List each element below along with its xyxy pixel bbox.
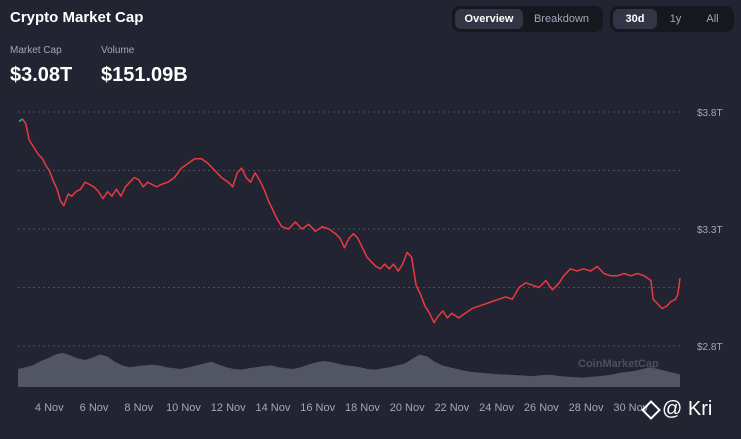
diamond-icon	[641, 399, 661, 420]
x-tick-label: 18 Nov	[345, 402, 380, 414]
series-line	[21, 118, 681, 324]
page-title: Crypto Market Cap	[10, 9, 144, 26]
range-30d[interactable]: 30d	[613, 9, 657, 29]
volume-label: Volume	[101, 45, 135, 56]
market-cap-value: $3.08T	[10, 64, 73, 86]
tab-overview[interactable]: Overview	[455, 9, 523, 29]
range-toggle: 30d 1y All	[610, 6, 734, 32]
x-tick-label: 16 Nov	[300, 402, 335, 414]
x-tick-label: 12 Nov	[211, 402, 246, 414]
x-tick-label: 10 Nov	[166, 402, 201, 414]
x-tick-label: 4 Nov	[35, 402, 64, 414]
x-tick-label: 22 Nov	[434, 402, 469, 414]
market-cap-label: Market Cap	[10, 45, 62, 56]
series-line-start	[18, 118, 23, 122]
x-tick-label: 20 Nov	[390, 402, 425, 414]
volume-area	[18, 352, 680, 387]
x-tick-label: 30 Nov	[613, 402, 648, 414]
x-tick-label: 24 Nov	[479, 402, 514, 414]
x-tick-label: 14 Nov	[256, 402, 291, 414]
x-tick-label: 6 Nov	[80, 402, 109, 414]
range-all[interactable]: All	[706, 13, 719, 25]
y-tick-label: $3.8T	[697, 108, 723, 119]
tab-breakdown[interactable]: Breakdown	[533, 13, 590, 25]
coinmarketcap-watermark: CoinMarketCap	[578, 358, 659, 370]
x-tick-label: 28 Nov	[569, 402, 604, 414]
badge-text: @ Kri	[662, 398, 713, 420]
x-tick-label: 8 Nov	[124, 402, 153, 414]
x-tick-label: 26 Nov	[524, 402, 559, 414]
source-badge: @ Kri	[641, 398, 713, 421]
volume-value: $151.09B	[101, 64, 188, 86]
y-tick-label: $2.8T	[697, 342, 723, 353]
y-tick-label: $3.3T	[697, 225, 723, 236]
range-1y[interactable]: 1y	[669, 13, 682, 25]
view-toggle: Overview Breakdown	[452, 6, 603, 32]
